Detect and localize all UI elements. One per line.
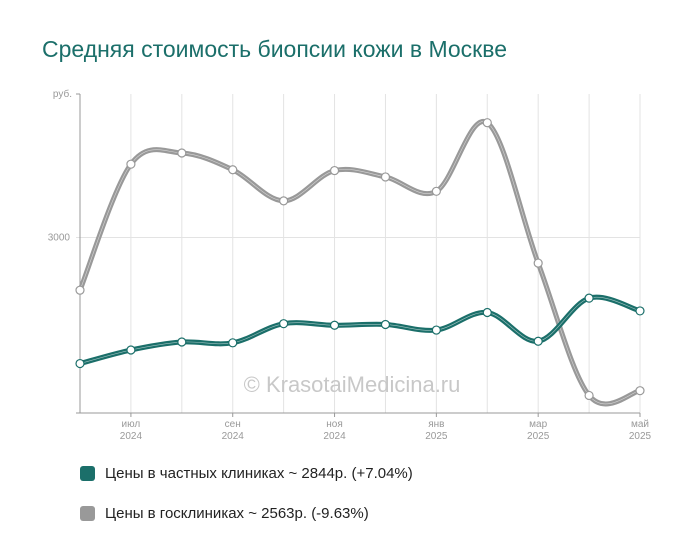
legend-item-private: Цены в частных клиниках ~ 2844р. (+7.04%… bbox=[80, 463, 413, 483]
data-point bbox=[279, 319, 289, 329]
series-private bbox=[75, 293, 645, 369]
legend-item-public: Цены в госклиниках ~ 2563р. (-9.63%) bbox=[80, 503, 413, 523]
data-point bbox=[228, 338, 238, 348]
tick-labels: 3000руб.июл2024сен2024ноя2024янв2025мар2… bbox=[48, 88, 652, 442]
series-line bbox=[77, 294, 643, 367]
x-tick-month: янв bbox=[428, 419, 444, 430]
legend: Цены в частных клиниках ~ 2844р. (+7.04%… bbox=[80, 463, 413, 523]
data-point bbox=[177, 337, 187, 347]
legend-swatch-private bbox=[80, 465, 95, 481]
data-point bbox=[482, 307, 492, 318]
data-point bbox=[228, 165, 238, 175]
watermark: © KrasotaiMedicina.ru bbox=[244, 372, 461, 397]
data-point bbox=[380, 319, 391, 330]
axes bbox=[76, 93, 641, 417]
data-point bbox=[431, 325, 441, 335]
x-tick-year: 2025 bbox=[527, 431, 550, 442]
legend-swatch-public bbox=[80, 505, 95, 521]
x-tick-year: 2025 bbox=[629, 431, 652, 442]
x-tick-month: май bbox=[631, 419, 649, 430]
y-tick-label: 3000 bbox=[48, 233, 71, 244]
data-point bbox=[533, 336, 543, 346]
series-public bbox=[75, 118, 645, 407]
data-point bbox=[380, 172, 391, 182]
series-line-highlight bbox=[79, 121, 641, 405]
grid-lines bbox=[76, 94, 641, 413]
x-tick-month: сен bbox=[225, 419, 241, 430]
data-point bbox=[329, 320, 340, 330]
legend-label-public: Цены в госклиниках ~ 2563р. (-9.63%) bbox=[105, 504, 369, 522]
data-point bbox=[431, 186, 441, 196]
data-point bbox=[75, 285, 85, 295]
data-point bbox=[482, 118, 492, 128]
data-point bbox=[75, 358, 85, 369]
x-tick-year: 2025 bbox=[425, 431, 448, 442]
x-tick-month: мар bbox=[529, 419, 547, 430]
x-tick-year: 2024 bbox=[222, 431, 245, 442]
chart-title: Средняя стоимость биопсии кожи в Москве bbox=[42, 36, 507, 62]
data-point bbox=[126, 345, 136, 355]
legend-label-private: Цены в частных клиниках ~ 2844р. (+7.04%… bbox=[105, 464, 413, 482]
data-point bbox=[635, 386, 645, 396]
data-point bbox=[126, 159, 136, 169]
data-point bbox=[177, 148, 187, 158]
x-tick-month: ноя bbox=[326, 419, 343, 430]
data-point bbox=[329, 165, 340, 176]
data-point bbox=[279, 196, 289, 206]
data-point bbox=[584, 390, 594, 401]
y-axis-unit: руб. bbox=[53, 88, 72, 100]
x-tick-year: 2024 bbox=[120, 431, 143, 442]
data-point bbox=[635, 306, 645, 316]
x-tick-year: 2024 bbox=[323, 431, 346, 442]
data-point bbox=[584, 293, 594, 303]
x-tick-month: июл bbox=[122, 419, 141, 430]
series-line bbox=[77, 118, 643, 407]
series-layer bbox=[75, 118, 645, 407]
data-point bbox=[533, 258, 543, 268]
